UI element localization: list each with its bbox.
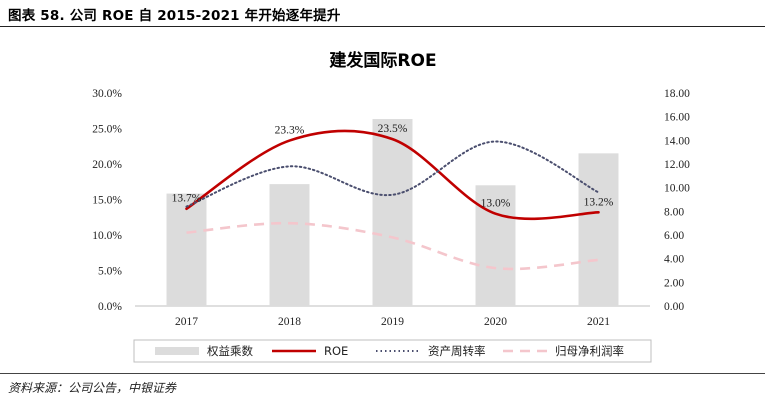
series-line	[186, 221, 599, 271]
left-tick-label: 25.0%	[92, 124, 122, 136]
series-line	[185, 140, 600, 208]
data-label: 13.0%	[481, 198, 511, 210]
right-tick-label: 4.00	[664, 254, 684, 266]
bottom-rule	[0, 373, 765, 374]
right-tick-label: 12.00	[664, 159, 690, 171]
right-tick-label: 6.00	[664, 230, 684, 242]
left-tick-label: 15.0%	[92, 195, 122, 207]
right-tick-label: 0.00	[664, 301, 684, 313]
data-label: 23.3%	[275, 125, 305, 137]
bar	[269, 184, 310, 306]
legend-label: 归母净利润率	[555, 344, 624, 358]
bar	[578, 153, 619, 306]
legend-label: 权益乘数	[207, 344, 253, 358]
x-tick-label: 2017	[175, 316, 198, 328]
right-tick-label: 2.00	[664, 277, 684, 289]
figure-caption: 图表 58. 公司 ROE 自 2015-2021 年开始逐年提升	[8, 8, 341, 24]
left-tick-label: 5.0%	[98, 266, 122, 278]
left-tick-label: 30.0%	[92, 88, 122, 100]
left-tick-label: 10.0%	[92, 230, 122, 242]
right-tick-label: 10.00	[664, 183, 690, 195]
bar	[166, 193, 207, 306]
data-label: 23.5%	[378, 123, 408, 135]
data-label: 13.7%	[172, 193, 202, 205]
x-tick-label: 2020	[484, 316, 507, 328]
x-tick-label: 2019	[381, 316, 404, 328]
right-tick-label: 14.00	[664, 135, 690, 147]
left-tick-label: 0.0%	[98, 301, 122, 313]
legend-box	[133, 339, 652, 363]
chart: 建发国际ROE 0.0% 5.0% 10.0% 15.0% 20.0% 25.0% 30.0…	[92, 50, 690, 363]
source-note: 资料来源：公司公告，中银证券	[8, 381, 177, 395]
left-tick-label: 20.0%	[92, 159, 122, 171]
chart-title: 建发国际ROE	[329, 50, 436, 71]
right-tick-label: 18.00	[664, 88, 690, 100]
legend-key-bar	[155, 347, 199, 355]
x-tick-label: 2018	[278, 316, 301, 328]
series-line	[185, 129, 600, 221]
bar	[475, 185, 516, 306]
data-label: 13.2%	[584, 196, 614, 208]
legend-label: ROE	[324, 344, 348, 358]
right-tick-label: 16.00	[664, 112, 690, 124]
bar	[372, 119, 413, 307]
legend-label: 资产周转率	[428, 344, 486, 358]
x-tick-label: 2021	[587, 316, 610, 328]
top-rule	[0, 26, 765, 27]
right-tick-label: 8.00	[664, 206, 684, 218]
